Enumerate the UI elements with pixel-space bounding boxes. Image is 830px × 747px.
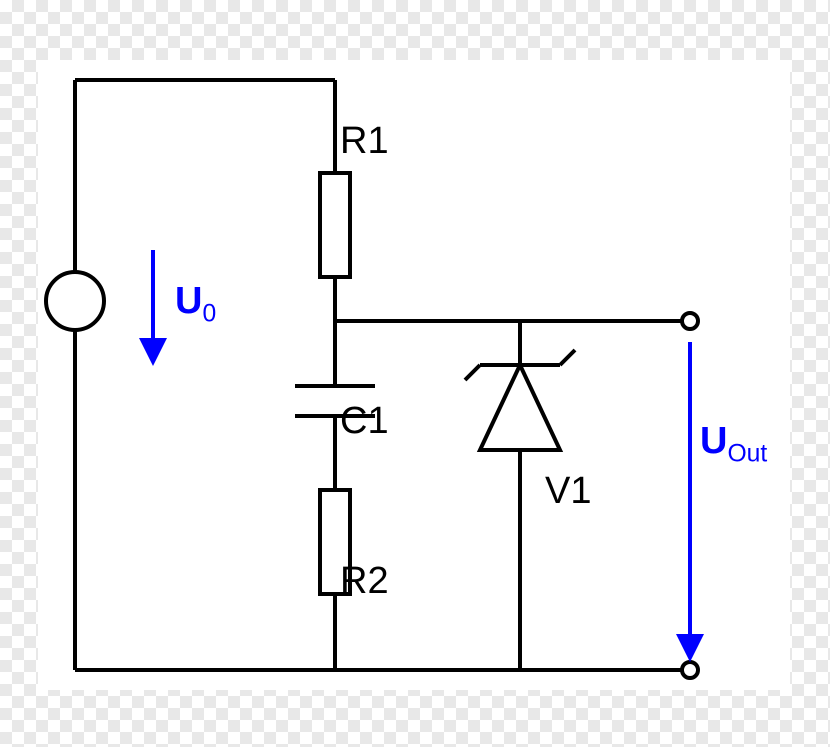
circuit-diagram xyxy=(0,0,830,747)
label-r1: R1 xyxy=(340,120,389,163)
label-uout: UOut xyxy=(700,420,767,469)
label-u0: U0 xyxy=(175,280,216,329)
label-v1: V1 xyxy=(545,470,591,513)
label-r2: R2 xyxy=(340,560,389,603)
label-c1: C1 xyxy=(340,400,389,443)
